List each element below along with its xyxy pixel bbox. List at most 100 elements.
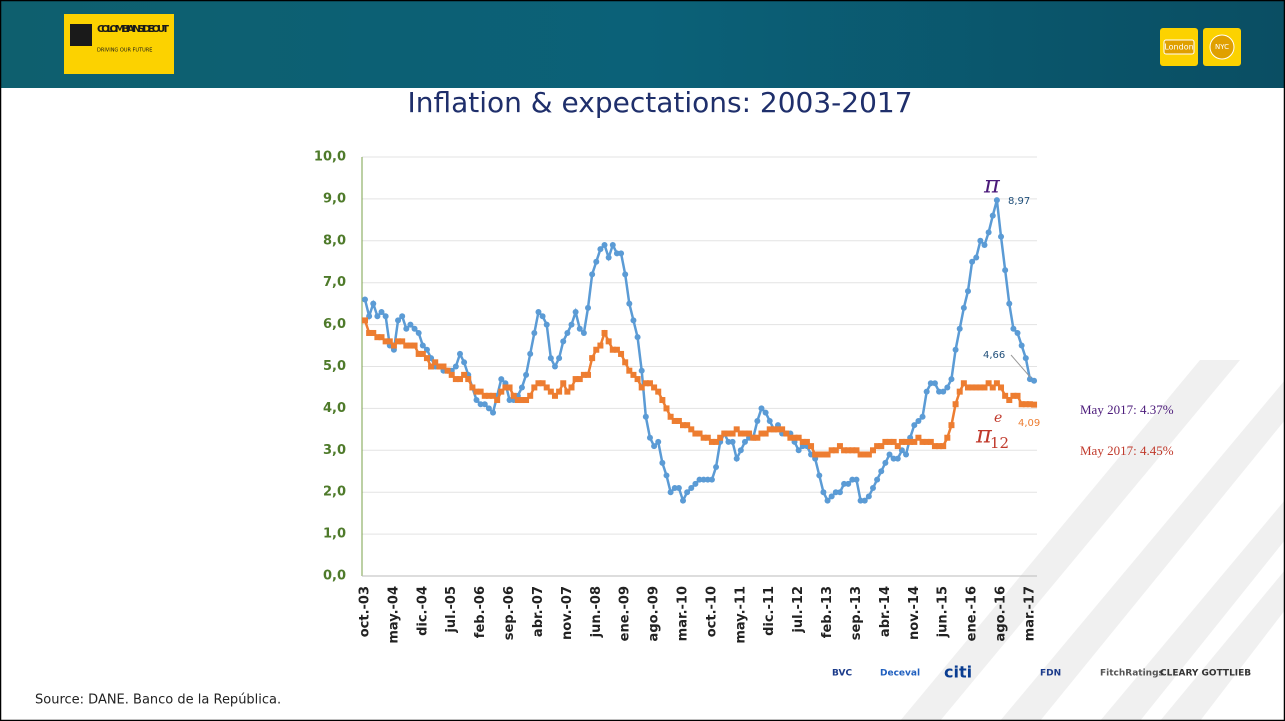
marker: [642, 380, 649, 387]
y-tick-label: 4,0: [323, 401, 346, 416]
marker: [490, 409, 497, 416]
marker: [506, 384, 513, 391]
series-label-sup: e: [994, 410, 1002, 426]
y-tick-label: 2,0: [323, 485, 346, 500]
marker: [465, 376, 472, 383]
marker: [638, 367, 645, 374]
sponsor: BVC: [832, 669, 852, 679]
marker: [514, 397, 521, 404]
marker: [741, 430, 748, 437]
marker: [894, 455, 901, 462]
marker: [477, 388, 484, 395]
marker: [362, 296, 368, 303]
marker: [671, 485, 678, 492]
city-2: NYC: [1215, 43, 1229, 51]
data-label: 4,09: [1018, 418, 1040, 429]
marker: [531, 384, 538, 391]
marker: [1031, 377, 1038, 384]
marker: [973, 384, 980, 391]
marker: [882, 459, 889, 466]
marker: [1010, 392, 1017, 399]
marker: [680, 422, 687, 429]
marker: [469, 384, 476, 391]
marker: [407, 342, 414, 349]
marker: [890, 438, 897, 445]
marker: [609, 241, 616, 248]
marker: [390, 342, 397, 349]
marker: [593, 258, 600, 265]
marker: [622, 271, 629, 278]
marker: [981, 241, 988, 248]
marker: [948, 376, 955, 383]
marker: [845, 480, 852, 487]
marker: [560, 338, 567, 345]
x-tick-label: oct.-10: [704, 586, 719, 637]
marker: [878, 443, 885, 450]
x-tick-label: feb.-13: [820, 586, 835, 638]
marker: [572, 309, 579, 316]
marker: [853, 447, 860, 454]
marker: [824, 497, 831, 504]
source: Source: DANE. Banco de la República.: [35, 693, 281, 708]
marker: [853, 476, 860, 483]
marker: [473, 388, 480, 395]
marker: [452, 363, 459, 370]
marker: [568, 321, 575, 328]
marker: [708, 476, 715, 483]
sponsor: CLEARY GOTTLIEB: [1160, 669, 1251, 679]
marker: [977, 384, 984, 391]
marker: [878, 468, 885, 475]
marker: [960, 304, 967, 311]
marker: [518, 384, 525, 391]
marker: [485, 392, 492, 399]
marker: [1002, 392, 1009, 399]
y-tick-label: 10,0: [314, 150, 346, 165]
marker: [432, 359, 439, 366]
marker: [589, 271, 596, 278]
marker: [436, 363, 443, 370]
marker: [556, 355, 563, 362]
marker: [585, 304, 592, 311]
marker: [671, 417, 678, 424]
marker: [440, 363, 447, 370]
marker: [725, 438, 732, 445]
marker: [692, 480, 699, 487]
marker: [659, 459, 666, 466]
series-label-sub: 12: [990, 434, 1009, 452]
marker: [836, 489, 843, 496]
marker: [688, 426, 695, 433]
marker: [646, 380, 653, 387]
marker: [696, 430, 703, 437]
y-tick-label: 6,0: [323, 317, 346, 332]
marker: [527, 350, 534, 357]
marker: [605, 254, 612, 261]
marker: [461, 371, 468, 378]
marker: [395, 338, 402, 345]
sponsor: FDN: [1040, 669, 1061, 679]
marker: [762, 409, 769, 416]
marker: [964, 384, 971, 391]
marker: [973, 254, 980, 261]
marker: [374, 334, 381, 341]
marker: [717, 434, 724, 441]
marker: [399, 338, 406, 345]
marker: [915, 434, 922, 441]
marker: [634, 376, 641, 383]
marker: [473, 397, 480, 404]
marker: [580, 329, 587, 336]
marker: [886, 451, 893, 458]
marker: [370, 300, 377, 307]
marker: [869, 485, 876, 492]
data-label: 4,66: [983, 350, 1005, 361]
marker: [1026, 401, 1033, 408]
marker: [423, 355, 430, 362]
marker: [663, 472, 670, 479]
marker: [931, 380, 938, 387]
marker: [989, 212, 996, 219]
marker: [841, 447, 848, 454]
header-band: [0, 0, 1285, 88]
x-tick-label: jun.-15: [936, 586, 951, 638]
logo-subtitle: DRIVING OUR FUTURE: [97, 48, 152, 54]
x-tick-label: may.-04: [386, 586, 401, 644]
marker: [646, 434, 653, 441]
